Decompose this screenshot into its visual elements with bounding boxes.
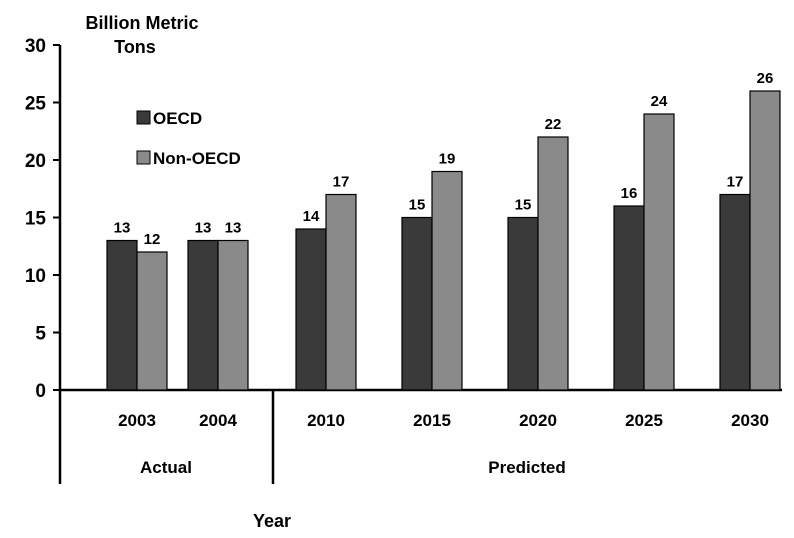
data-labels: 13 12 13 13 14 17 15 19 15 22 16 24 17 26 (114, 70, 774, 248)
data-label: 19 (439, 151, 456, 168)
data-label: 13 (114, 220, 131, 237)
data-label: 26 (757, 70, 774, 87)
x-tick-label: 2003 (118, 411, 156, 430)
x-tick-label: 2015 (413, 411, 451, 430)
bar-non-oecd-2003 (136, 251, 168, 391)
bars (106, 90, 781, 391)
data-label: 13 (225, 220, 242, 237)
x-tick-label: 2030 (731, 411, 769, 430)
data-label: 17 (727, 174, 744, 191)
x-tick-label: 2020 (519, 411, 557, 430)
bar-oecd-2004 (187, 239, 219, 391)
group-label: Predicted (488, 458, 565, 477)
y-tick-label: 10 (25, 266, 46, 287)
bar-oecd-2030 (719, 193, 751, 391)
y-axis-label-line2: Tons (114, 37, 156, 57)
category-groups: Actual Predicted (58, 390, 566, 484)
x-axis-ticks: 2003 2004 2010 2015 2020 2025 2030 (118, 411, 769, 430)
bar-non-oecd-2015 (431, 170, 463, 391)
legend-label: OECD (153, 109, 202, 128)
data-label: 17 (333, 174, 350, 191)
y-axis-label: Billion Metric Tons (85, 13, 198, 57)
y-tick-label: 25 (25, 94, 47, 115)
data-label: 13 (195, 220, 212, 237)
data-label: 12 (144, 231, 161, 248)
y-tick-label: 30 (25, 36, 46, 57)
x-tick-label: 2004 (199, 411, 237, 430)
bar-non-oecd-2025 (643, 113, 675, 391)
y-tick-label: 15 (25, 209, 47, 230)
group-label: Actual (140, 458, 192, 477)
bar-oecd-2025 (613, 205, 645, 391)
bar-non-oecd-2004 (217, 239, 249, 391)
data-label: 14 (303, 208, 320, 225)
x-tick-label: 2025 (625, 411, 663, 430)
data-label: 24 (651, 93, 668, 110)
bar-oecd-2003 (106, 239, 138, 391)
data-label: 22 (545, 116, 562, 133)
legend-swatch (136, 110, 151, 125)
bar-non-oecd-2010 (325, 193, 357, 391)
y-axis-label-line1: Billion Metric (85, 13, 198, 33)
bar-oecd-2020 (507, 216, 539, 391)
x-axis-label: Year (253, 511, 291, 531)
bar-oecd-2015 (401, 216, 433, 391)
data-label: 16 (621, 185, 638, 202)
y-tick-label: 5 (35, 324, 46, 345)
y-tick-label: 0 (35, 381, 46, 402)
bar-non-oecd-2030 (749, 90, 781, 391)
y-tick-label: 20 (25, 151, 46, 172)
data-label: 15 (409, 197, 426, 214)
legend: OECD Non-OECD (136, 109, 241, 168)
legend-swatch (136, 150, 151, 165)
legend-label: Non-OECD (153, 149, 241, 168)
bar-oecd-2010 (295, 228, 327, 391)
x-tick-label: 2010 (307, 411, 345, 430)
bar-non-oecd-2020 (537, 136, 569, 391)
y-axis-ticks: 0 5 10 15 20 25 30 (25, 36, 60, 402)
data-label: 15 (515, 197, 532, 214)
